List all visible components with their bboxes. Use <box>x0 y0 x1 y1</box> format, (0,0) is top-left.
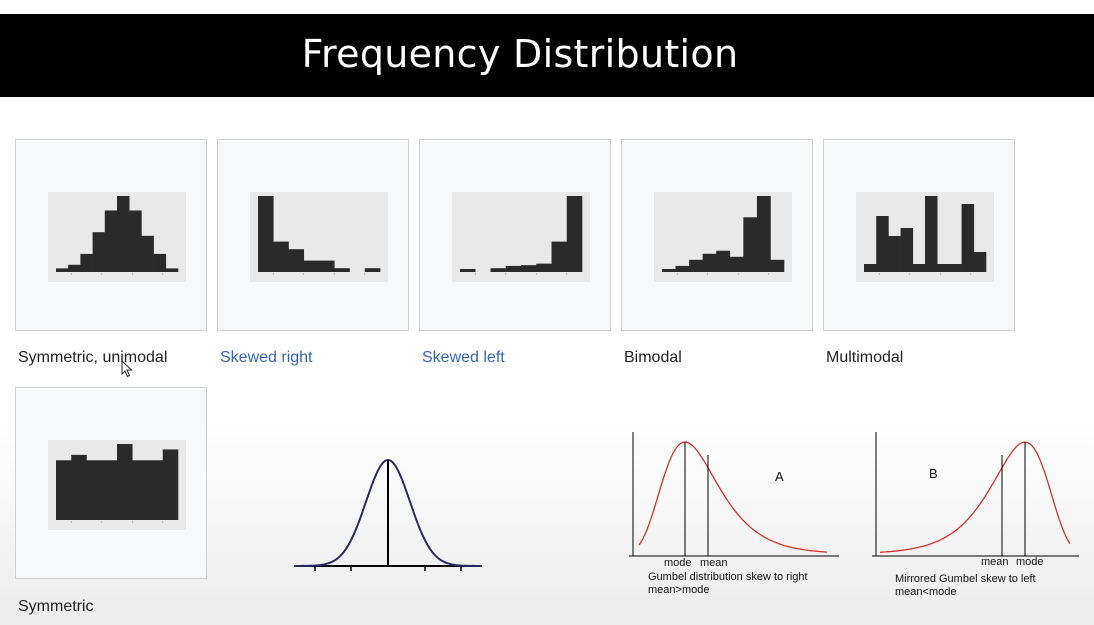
histogram-bar <box>153 253 167 272</box>
histogram-bar <box>129 210 142 272</box>
gumbel-right-caption: Gumbel distribution skew to right <box>648 571 808 583</box>
panel-b-letter: B <box>929 466 938 481</box>
normal-curve-diagram <box>294 458 482 571</box>
histogram-bar <box>536 263 552 272</box>
histogram-bar <box>876 216 889 272</box>
histogram-bar <box>56 460 72 520</box>
caption-multimodal[interactable]: Multimodal <box>826 349 904 366</box>
histogram-bar <box>912 264 926 272</box>
histogram-bar <box>68 264 81 272</box>
histogram-symmetric-plot <box>48 440 186 530</box>
histogram-bar <box>273 241 289 272</box>
histogram-bimodal[interactable] <box>621 139 813 331</box>
histogram-bar <box>104 210 118 272</box>
gumbel-right-mean-label: mean <box>700 557 728 569</box>
gumbel-left-mode-label: mode <box>1016 556 1044 568</box>
histogram-bar <box>770 259 785 272</box>
histogram-bar <box>937 264 950 272</box>
histogram-bar <box>147 460 164 520</box>
histogram-bar <box>490 268 507 272</box>
histogram-bar <box>864 264 877 272</box>
histogram-bar <box>86 460 103 520</box>
histogram-symmetric-unimodal-plot <box>48 192 186 282</box>
histogram-bar <box>56 268 69 272</box>
histogram-bar <box>756 196 771 272</box>
histogram-bar <box>566 196 583 272</box>
gumbel-left-caption: Mirrored Gumbel skew to left <box>895 573 1036 585</box>
title-bar <box>0 14 1094 97</box>
histogram-bar <box>900 228 914 272</box>
histogram-bar <box>303 260 320 272</box>
histogram-bar <box>288 249 305 272</box>
histogram-bar <box>334 268 350 272</box>
histogram-bar <box>165 268 179 272</box>
histogram-bar <box>117 196 130 272</box>
gumbel-right-mode-label: mode <box>664 557 692 569</box>
histogram-bimodal-plot <box>654 192 792 282</box>
histogram-skewed-left[interactable] <box>419 139 611 331</box>
gumbel-left-curve <box>879 441 1071 553</box>
gumbel-right-diagram <box>629 432 839 557</box>
histogram-bar <box>888 236 901 272</box>
histogram-bar <box>551 241 568 272</box>
histogram-bar <box>675 265 690 272</box>
histogram-bar <box>662 268 676 272</box>
gumbel-right-curve <box>638 441 828 553</box>
histogram-bar <box>319 260 335 272</box>
gumbel-left-relation: mean<mode <box>895 586 957 598</box>
histogram-bar <box>71 454 87 520</box>
histogram-bar <box>162 449 179 520</box>
histogram-bar <box>925 196 938 272</box>
caption-symmetric-unimodal[interactable]: Symmetric, unimodal <box>18 349 168 366</box>
gumbel-right-relation: mean>mode <box>648 584 710 596</box>
histogram-bar <box>505 265 522 272</box>
histogram-bar <box>80 253 93 272</box>
gumbel-left-diagram <box>872 432 1079 557</box>
histogram-bar <box>689 259 703 272</box>
histogram-skewed-right[interactable] <box>217 139 409 331</box>
histogram-bar <box>521 265 537 272</box>
histogram-bar <box>716 250 731 272</box>
histogram-skewed-left-plot <box>452 192 590 282</box>
caption-symmetric[interactable]: Symmetric <box>18 598 94 615</box>
histogram-bar <box>92 232 106 272</box>
mouse-pointer-icon <box>121 360 133 378</box>
histogram-multimodal[interactable] <box>823 139 1015 331</box>
panel-a-letter: A <box>775 469 784 484</box>
histogram-bar <box>743 217 758 272</box>
caption-skewed-right[interactable]: Skewed right <box>220 349 313 366</box>
histogram-symmetric-unimodal[interactable] <box>15 139 207 331</box>
caption-skewed-left[interactable]: Skewed left <box>422 349 505 366</box>
caption-bimodal[interactable]: Bimodal <box>624 349 682 366</box>
histogram-bar <box>364 268 381 272</box>
histogram-bar <box>702 253 717 272</box>
histogram-bar <box>961 204 975 272</box>
histogram-bar <box>132 460 148 520</box>
histogram-bar <box>460 268 476 272</box>
histogram-bar <box>729 256 744 272</box>
histogram-skewed-right-plot <box>250 192 388 282</box>
histogram-bar <box>141 235 154 272</box>
histogram-bar <box>949 264 962 272</box>
histogram-bar <box>258 196 274 272</box>
histogram-bar <box>973 252 987 272</box>
histogram-multimodal-plot <box>856 192 994 282</box>
histogram-bar <box>117 444 133 520</box>
histogram-symmetric[interactable] <box>15 387 207 579</box>
histogram-bar <box>101 460 118 520</box>
slide-title: Frequency Distribution <box>301 32 739 76</box>
gumbel-left-mean-label: mean <box>981 556 1009 568</box>
